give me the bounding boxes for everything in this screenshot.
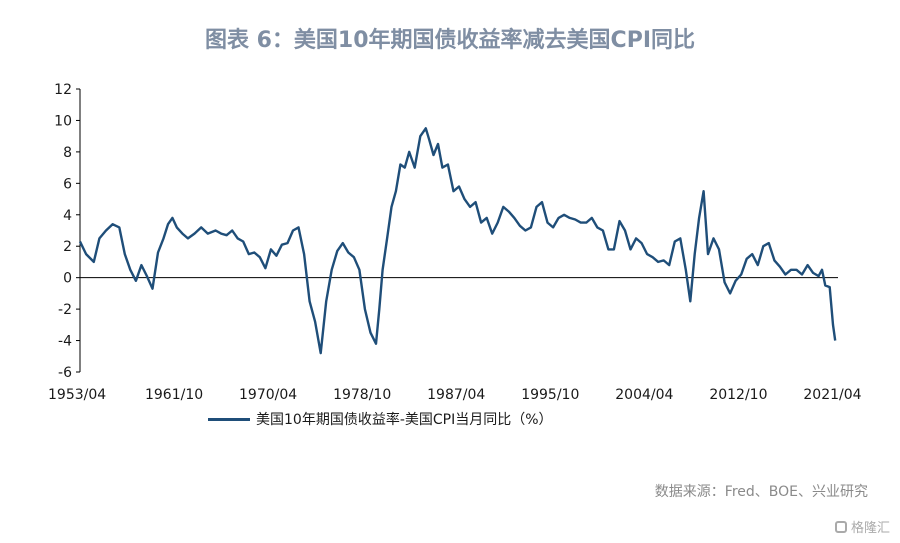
- y-axis-ticks: 12 10 8 6 4 2 0 -2 -4 -6: [54, 82, 80, 381]
- x-tick-label: 1995/10: [521, 387, 579, 403]
- watermark-text: 格隆汇: [850, 521, 890, 536]
- x-tick-label: 1970/04: [239, 387, 297, 403]
- y-tick-label: 8: [63, 145, 72, 161]
- legend-label: 美国10年期国债收益率-美国CPI当月同比（%）: [256, 412, 553, 428]
- y-tick-label: -4: [58, 334, 72, 350]
- x-tick-label: 1978/10: [333, 387, 391, 403]
- chart-title: 图表 6：美国10年期国债收益率减去美国CPI同比: [204, 28, 696, 53]
- x-tick-label: 1961/10: [145, 387, 203, 403]
- y-tick-label: 12: [54, 82, 72, 98]
- y-tick-label: 0: [63, 271, 72, 287]
- source-note: 数据来源：Fred、BOE、兴业研究: [654, 484, 868, 500]
- y-tick-label: -2: [58, 302, 72, 318]
- x-tick-label: 2021/04: [803, 387, 861, 403]
- x-tick-label: 1987/04: [427, 387, 485, 403]
- x-tick-label: 2004/04: [615, 387, 673, 403]
- y-tick-label: -6: [58, 365, 72, 381]
- x-tick-label: 2012/10: [709, 387, 767, 403]
- y-tick-label: 4: [63, 208, 72, 224]
- watermark-logo-icon: [834, 520, 847, 533]
- series-line: [78, 127, 837, 355]
- chart-axes: [79, 89, 838, 372]
- x-axis-ticks: 1953/04 1961/10 1970/04 1978/10 1987/04 1995/…: [48, 387, 862, 403]
- chart-legend: 美国10年期国债收益率-美国CPI当月同比（%）: [208, 409, 553, 429]
- y-tick-label: 6: [63, 176, 72, 192]
- x-tick-label: 1953/04: [48, 387, 106, 403]
- y-tick-label: 2: [63, 239, 72, 255]
- watermark: 格隆汇: [834, 517, 890, 536]
- y-tick-label: 10: [54, 113, 72, 129]
- series-lines: [78, 127, 837, 355]
- legend-swatch: [208, 417, 250, 421]
